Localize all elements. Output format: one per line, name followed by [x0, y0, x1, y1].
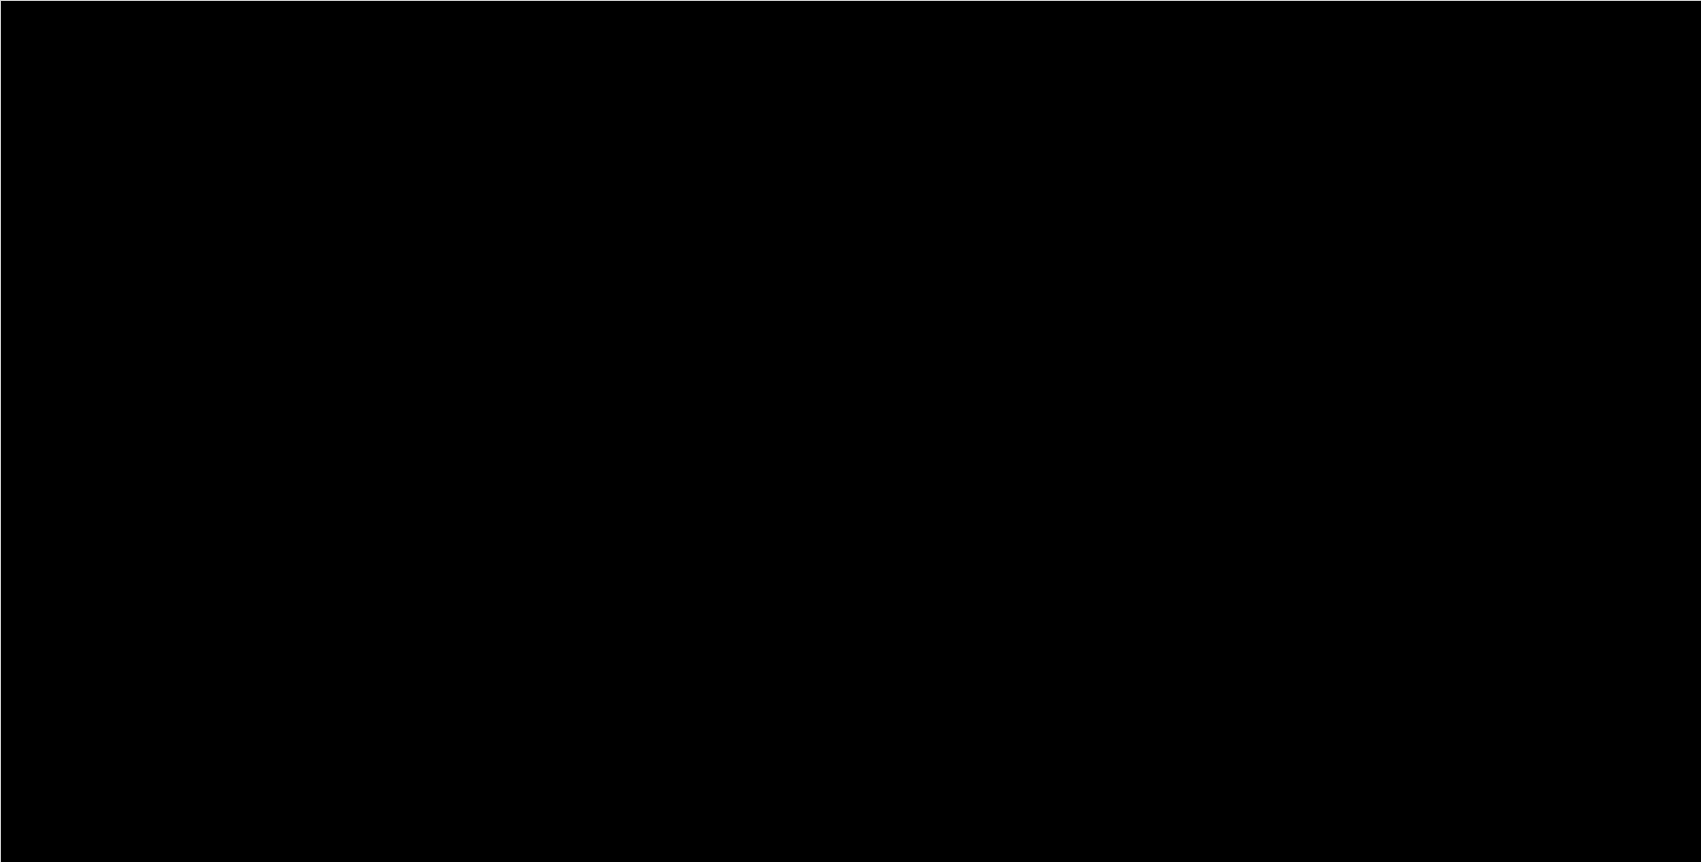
- trading-terminal-window: [0, 0, 1701, 862]
- chart-canvas[interactable]: [1, 1, 1701, 862]
